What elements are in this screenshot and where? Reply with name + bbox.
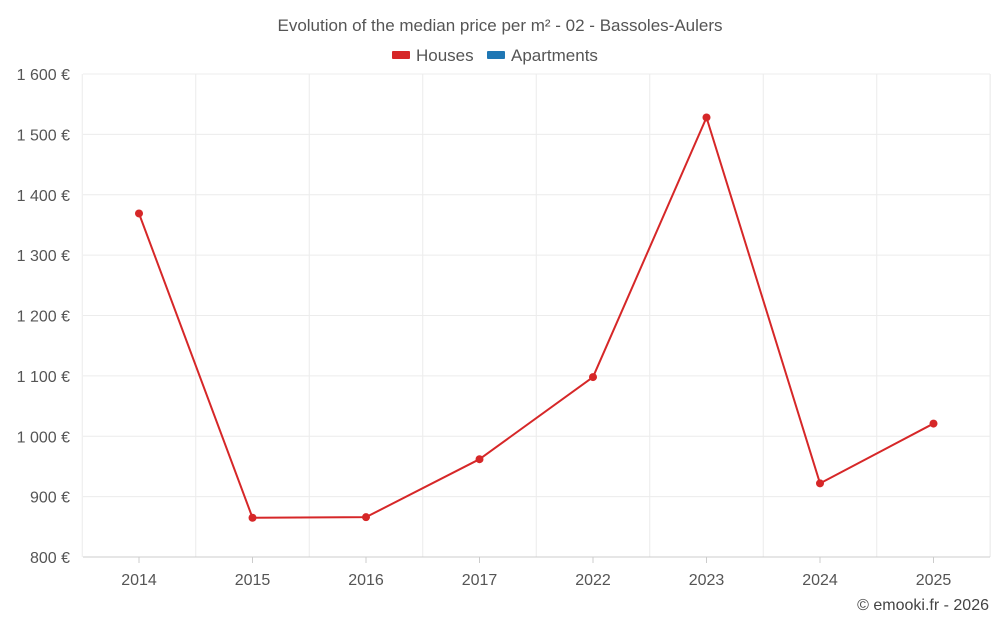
data-point[interactable]: 2022: 1098 [589,373,597,382]
data-point[interactable]: 2025: 1021 [929,419,938,428]
series-layer: 2014: 1369 2015: 865 2016: 866 2017: 962 202… [135,113,938,522]
legend-swatch-houses [392,51,410,59]
x-tick-label: 2025 [916,572,952,589]
y-tick-label: 1 500 € [17,127,70,144]
legend-label-houses: Houses [416,46,474,65]
chart-title: Evolution of the median price per m² - 0… [277,16,722,35]
chart-legend: Houses Apartments [392,46,598,65]
x-tick-label: 2015 [235,572,271,589]
y-tick-label: 1 200 € [17,309,70,326]
y-tick-label: 1 400 € [17,188,70,205]
x-tick-label: 2017 [462,572,498,589]
data-point[interactable]: 2017: 962 [475,455,484,464]
y-tick-label: 1 100 € [17,369,70,386]
x-tick-label: 2023 [689,572,725,589]
y-tick-label: 1 300 € [17,248,70,265]
data-point[interactable]: 2024: 922 [816,479,824,488]
grid-layer [81,73,991,557]
data-point[interactable]: 2023: 1528 [702,113,711,122]
legend-item-houses[interactable]: Houses [392,46,474,65]
y-tick-label: 900 € [30,490,70,507]
data-point[interactable]: 2016: 866 [362,513,370,522]
legend-item-apartments[interactable]: Apartments [487,46,598,65]
y-tick-label: 1 000 € [17,429,70,446]
x-tick-label: 2014 [121,572,157,589]
legend-swatch-apartments [487,51,505,59]
axis-layer: 800 € 900 € 1 000 € 1 100 € 1 200 € 1 300 € 1 … [17,67,990,589]
data-point[interactable]: 2014: 1369 [135,209,143,218]
x-tick-label: 2016 [348,572,384,589]
credit-text: © emooki.fr - 2026 [857,597,989,614]
series-line-houses [138,116,934,519]
x-tick-label: 2024 [802,572,838,589]
x-tick-label: 2022 [575,572,611,589]
y-tick-label: 800 € [30,550,70,567]
y-tick-label: 1 600 € [17,67,70,84]
legend-label-apartments: Apartments [511,46,598,65]
data-point[interactable]: 2015: 865 [248,513,257,522]
